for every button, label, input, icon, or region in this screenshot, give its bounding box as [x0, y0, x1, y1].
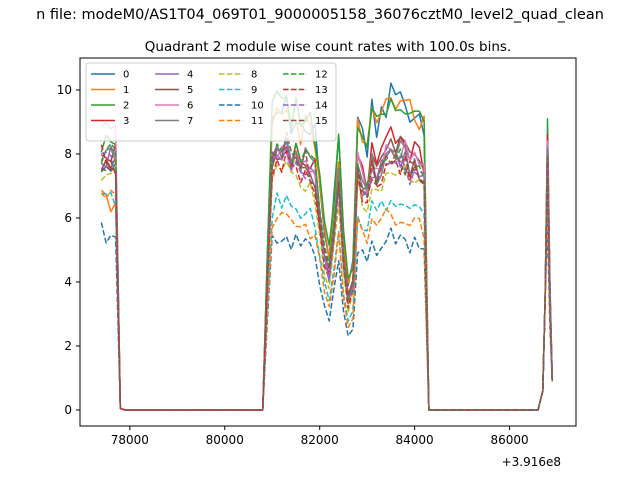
y-tick-label: 8 [64, 147, 72, 161]
x-tick-label: 84000 [396, 433, 434, 447]
legend-label-4: 4 [187, 70, 193, 81]
legend-box [85, 62, 337, 142]
legend-label-10: 10 [251, 101, 264, 112]
legend-label-0: 0 [123, 70, 129, 81]
y-tick-label: 10 [57, 83, 72, 97]
legend-label-13: 13 [315, 85, 328, 96]
legend-label-12: 12 [315, 70, 328, 81]
legend-label-8: 8 [251, 70, 257, 81]
legend-label-6: 6 [187, 101, 193, 112]
legend-label-3: 3 [123, 116, 129, 127]
axes: 78000 80000 82000 84000 86000 0 2 4 6 8 10 [57, 83, 529, 447]
legend-label-9: 9 [251, 85, 257, 96]
y-tick-label: 4 [64, 275, 72, 289]
series-line-15 [100, 131, 554, 411]
x-tick-label: 82000 [301, 433, 339, 447]
legend-label-1: 1 [123, 85, 129, 96]
series-lines [100, 82, 554, 411]
legend-label-11: 11 [251, 116, 264, 127]
x-tick-label: 80000 [206, 433, 244, 447]
legend-label-15: 15 [315, 116, 328, 127]
plot-frame [79, 57, 577, 427]
figure-suptitle: n file: modeM0/AS1T04_069T01_9000005158_… [36, 7, 604, 23]
chart-title: Quadrant 2 module wise count rates with … [145, 39, 511, 55]
x-tick-label: 86000 [490, 433, 528, 447]
x-offset-label: +3.916e8 [502, 455, 561, 469]
legend-label-14: 14 [315, 101, 328, 112]
legend-label-7: 7 [187, 116, 193, 127]
legend-label-5: 5 [187, 85, 193, 96]
y-tick-label: 6 [64, 211, 72, 225]
y-tick-label: 0 [64, 403, 72, 417]
y-tick-label: 2 [64, 339, 72, 353]
x-tick-label: 78000 [111, 433, 149, 447]
legend-label-2: 2 [123, 101, 129, 112]
